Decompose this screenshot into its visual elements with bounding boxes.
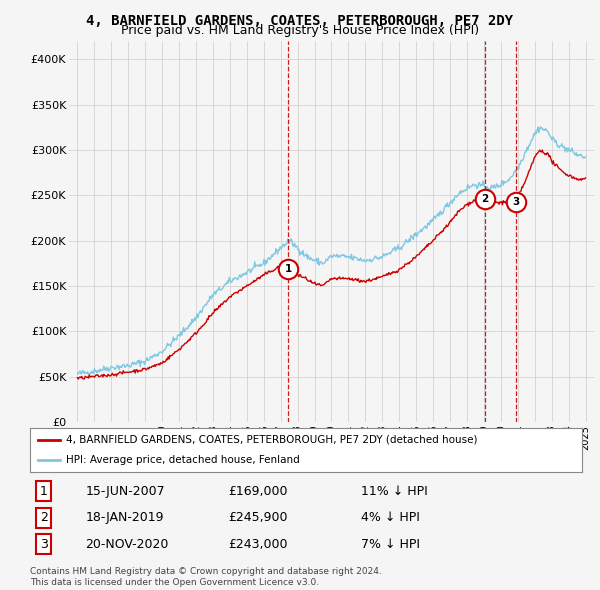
Text: 3: 3 (512, 196, 520, 206)
Text: HPI: Average price, detached house, Fenland: HPI: Average price, detached house, Fenl… (66, 455, 299, 465)
Text: Price paid vs. HM Land Registry's House Price Index (HPI): Price paid vs. HM Land Registry's House … (121, 24, 479, 37)
Text: 4, BARNFIELD GARDENS, COATES, PETERBOROUGH, PE7 2DY: 4, BARNFIELD GARDENS, COATES, PETERBOROU… (86, 14, 514, 28)
Text: 1: 1 (284, 264, 292, 274)
Text: 4, BARNFIELD GARDENS, COATES, PETERBOROUGH, PE7 2DY (detached house): 4, BARNFIELD GARDENS, COATES, PETERBOROU… (66, 435, 478, 445)
Text: 1: 1 (40, 485, 48, 498)
Text: 2: 2 (481, 194, 488, 204)
Text: 2: 2 (40, 511, 48, 525)
Text: 20-NOV-2020: 20-NOV-2020 (85, 537, 169, 550)
Text: Contains HM Land Registry data © Crown copyright and database right 2024.
This d: Contains HM Land Registry data © Crown c… (30, 568, 382, 586)
Text: £243,000: £243,000 (229, 537, 288, 550)
Text: 7% ↓ HPI: 7% ↓ HPI (361, 537, 420, 550)
Text: £169,000: £169,000 (229, 485, 288, 498)
Text: 15-JUN-2007: 15-JUN-2007 (85, 485, 165, 498)
Text: 4% ↓ HPI: 4% ↓ HPI (361, 511, 420, 525)
Text: 3: 3 (40, 537, 48, 550)
Text: 11% ↓ HPI: 11% ↓ HPI (361, 485, 428, 498)
Text: 18-JAN-2019: 18-JAN-2019 (85, 511, 164, 525)
Text: £245,900: £245,900 (229, 511, 288, 525)
